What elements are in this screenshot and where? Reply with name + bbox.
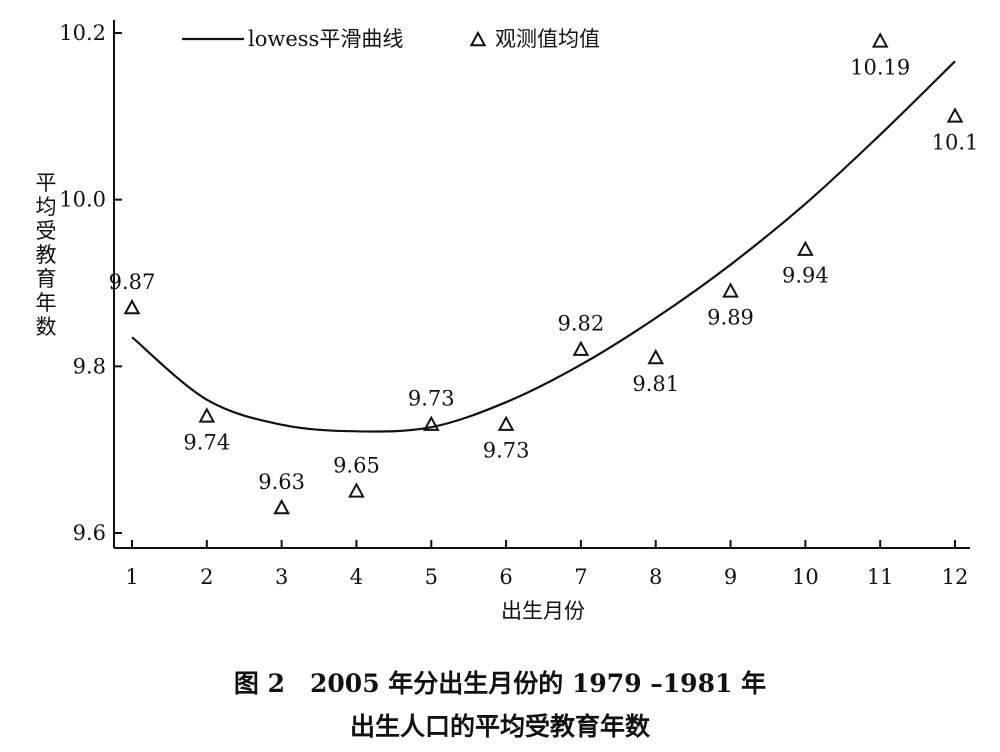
- data-point-triangle-icon: [647, 348, 665, 365]
- data-point-triangle-icon: [273, 498, 290, 515]
- figure-caption-line-2: 出生人口的平均受教育年数: [350, 712, 651, 741]
- data-point-label: 10.1: [932, 130, 979, 154]
- data-point-label: 9.73: [408, 387, 455, 411]
- x-tick-label: 1: [125, 565, 138, 589]
- data-point-label: 9.81: [632, 372, 679, 396]
- figure-caption-line-1: 图 2 2005 年分出生月份的 1979 –1981 年: [234, 669, 766, 698]
- data-point-triangle-icon: [348, 482, 365, 498]
- data-point-label: 9.94: [782, 264, 829, 288]
- data-points-layer: [123, 32, 964, 515]
- x-tick-label: 10: [792, 565, 819, 589]
- y-tick-label: 10.2: [59, 21, 106, 45]
- lowess-curve-layer: [131, 60, 956, 433]
- legend-triangle-icon: [469, 30, 487, 47]
- data-point-label: 9.87: [109, 270, 156, 294]
- legend-label-observed: 观测值均值: [495, 27, 600, 51]
- axes: 9.69.810.010.21 2 3 4 5 6 7 8 9 10 11 12: [59, 20, 970, 589]
- lowess-curve-line: [131, 60, 956, 433]
- data-point-label: 9.73: [483, 439, 530, 463]
- x-tick-label: 9: [724, 565, 737, 589]
- data-point-label: 9.65: [333, 453, 380, 477]
- data-point-triangle-icon: [572, 340, 590, 356]
- data-point-label: 10.19: [850, 55, 910, 79]
- data-point-triangle-icon: [123, 298, 141, 315]
- legend: lowess平滑曲线 观测值均值: [182, 27, 600, 51]
- data-point-triangle-icon: [797, 240, 814, 256]
- x-tick-label: 8: [649, 565, 662, 589]
- x-tick-label: 2: [200, 565, 213, 589]
- data-point-triangle-icon: [497, 415, 515, 431]
- data-point-label: 9.82: [558, 312, 605, 336]
- data-point-triangle-icon: [946, 107, 964, 123]
- data-point-triangle-icon: [198, 407, 216, 423]
- data-point-triangle-icon: [871, 32, 889, 48]
- point-labels-layer: 9.87 9.74 9.63 9.65 9.73 9.73 9.82 9.81 9.89 9.94…: [109, 55, 979, 494]
- x-tick-label: 3: [275, 565, 288, 589]
- x-tick-label: 4: [350, 565, 363, 589]
- y-tick-label: 9.6: [73, 521, 106, 545]
- y-axis-title: 平均受教育年数: [36, 171, 57, 339]
- x-tick-label: 5: [425, 565, 438, 589]
- y-tick-label: 10.0: [59, 188, 106, 212]
- data-point-label: 9.74: [183, 430, 230, 454]
- data-point-label: 9.63: [258, 470, 305, 494]
- x-tick-label: 12: [942, 565, 969, 589]
- data-point-triangle-icon: [422, 415, 440, 431]
- x-axis-title: 出生月份: [501, 599, 585, 623]
- x-tick-label: 7: [574, 565, 587, 589]
- x-tick-label: 11: [867, 565, 894, 589]
- data-point-label: 9.89: [707, 305, 754, 329]
- y-tick-label: 9.8: [73, 354, 106, 378]
- data-point-triangle-icon: [722, 282, 739, 298]
- x-tick-label: 6: [499, 565, 512, 589]
- legend-label-lowess: lowess平滑曲线: [248, 27, 403, 51]
